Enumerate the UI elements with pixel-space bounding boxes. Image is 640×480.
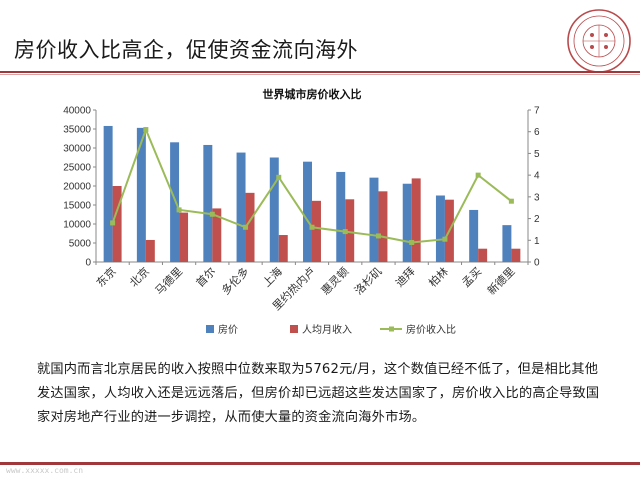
bar-house-price <box>269 157 279 262</box>
bar-house-price <box>303 161 312 262</box>
x-category-label: 北京 <box>127 264 152 289</box>
bar-monthly-income <box>145 239 155 262</box>
y-right-tick-label: 6 <box>534 127 540 138</box>
bar-monthly-income <box>212 208 222 262</box>
chart-container: 世界城市房价收入比 0 5000 10000 15000 20000 25000 30000 3… <box>54 82 562 352</box>
x-category-label: 马德里 <box>152 264 185 297</box>
title-divider <box>0 71 640 73</box>
y-right-tick-label: 3 <box>534 192 540 203</box>
bar-house-price <box>402 183 412 262</box>
point-price-income-ratio <box>309 224 315 230</box>
y-left-tick-label: 35000 <box>63 125 91 136</box>
point-price-income-ratio <box>110 220 116 226</box>
bar-house-price <box>236 152 246 262</box>
point-price-income-ratio <box>442 236 448 242</box>
bar-monthly-income <box>245 192 255 262</box>
company-seal-logo <box>566 8 632 74</box>
bar-house-price <box>203 144 213 262</box>
watermark: www.xxxxx.com.cn <box>6 466 84 475</box>
x-category-label: 多伦多 <box>218 264 251 297</box>
bar-house-price <box>103 125 113 263</box>
y-right-tick-label: 0 <box>534 258 540 269</box>
point-price-income-ratio <box>243 224 249 230</box>
bar-monthly-income <box>411 178 421 262</box>
bar-house-price <box>369 177 379 262</box>
x-category-label: 惠灵顿 <box>318 264 351 297</box>
bar-monthly-income <box>511 248 521 262</box>
point-price-income-ratio <box>375 233 381 239</box>
y-left-tick-label: 5000 <box>69 239 92 250</box>
y-left-tick-label: 25000 <box>63 163 91 174</box>
legend-swatch <box>290 325 298 333</box>
bar-house-price <box>469 209 479 262</box>
legend-label: 房价收入比 <box>406 323 456 336</box>
x-category-label: 首尔 <box>193 264 218 289</box>
bar-monthly-income <box>345 199 355 262</box>
y-right-tick-label: 5 <box>534 149 540 160</box>
legend-swatch-marker <box>389 326 394 332</box>
x-category-label: 东京 <box>93 264 118 289</box>
point-price-income-ratio <box>143 127 149 133</box>
x-category-label: 柏林 <box>426 264 451 289</box>
bar-monthly-income <box>278 235 288 262</box>
legend-swatch <box>206 325 214 333</box>
y-left-tick-label: 10000 <box>63 220 91 231</box>
y-left-tick-label: 0 <box>85 258 91 269</box>
bar-monthly-income <box>112 186 122 262</box>
bar-house-price <box>170 142 180 262</box>
seal-icon <box>567 9 631 73</box>
x-category-label: 洛杉矶 <box>351 264 384 297</box>
legend-label: 房价 <box>218 323 238 336</box>
footer-divider <box>0 462 640 465</box>
bar-house-price <box>435 195 445 262</box>
point-price-income-ratio <box>176 207 182 213</box>
legend-label: 人均月收入 <box>302 323 352 336</box>
combo-chart: 世界城市房价收入比 0 5000 10000 15000 20000 25000 30000 3… <box>63 87 540 336</box>
x-category-label: 孟买 <box>460 265 485 290</box>
page-title: 房价收入比高企，促使资金流向海外 <box>14 38 358 62</box>
x-category-label: 新德里 <box>484 264 517 297</box>
point-price-income-ratio <box>209 211 215 217</box>
chart-title: 世界城市房价收入比 <box>263 87 362 101</box>
y-right-tick-label: 4 <box>534 171 540 182</box>
x-category-label: 迪拜 <box>393 265 418 290</box>
y-right-tick-label: 7 <box>534 106 540 117</box>
bar-house-price <box>502 225 512 262</box>
y-left-tick-label: 30000 <box>63 144 91 155</box>
x-category-label: 上海 <box>259 264 284 289</box>
y-right-tick-label: 2 <box>534 214 540 225</box>
bar-house-price <box>136 127 146 262</box>
title-divider-thin <box>0 74 640 75</box>
y-left-tick-label: 20000 <box>63 182 91 193</box>
y-right-tick-label: 1 <box>534 236 540 247</box>
point-price-income-ratio <box>276 174 282 180</box>
point-price-income-ratio <box>508 198 514 204</box>
bar-monthly-income <box>312 200 321 262</box>
y-left-tick-label: 40000 <box>63 106 91 117</box>
bar-monthly-income <box>378 191 388 262</box>
point-price-income-ratio <box>475 172 481 178</box>
bar-monthly-income <box>478 248 488 262</box>
point-price-income-ratio <box>342 229 348 235</box>
bar-monthly-income <box>179 212 189 262</box>
body-paragraph: 就国内而言北京居民的收入按照中位数来取为5762元/月，这个数值已经不低了，但是… <box>37 362 600 425</box>
y-left-tick-label: 15000 <box>63 201 91 212</box>
bar-house-price <box>336 171 346 262</box>
point-price-income-ratio <box>409 239 415 245</box>
